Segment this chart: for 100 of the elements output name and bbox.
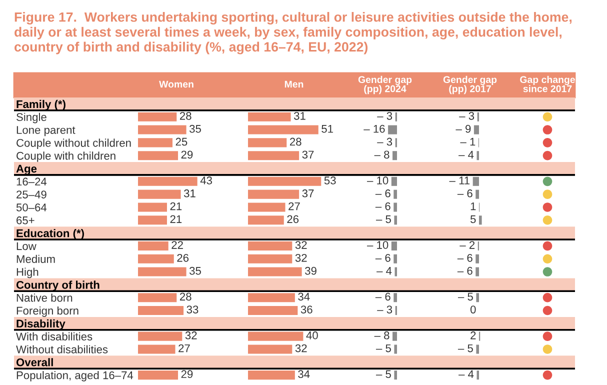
text: Figure 17. Workers undertaking sporting, cultural or leisure activities outside the home, daily or at least several times a week, by sex, family composition, age, education level, country of birth and disability (%, aged 16–74, EU, 2022) [14, 12, 572, 54]
data-label: 29 [181, 150, 193, 159]
data-label: 40 [306, 331, 318, 340]
bar [248, 176, 322, 186]
bar [248, 254, 292, 264]
y-tick-label: Overall [16, 358, 53, 366]
data-label: 37 [302, 189, 314, 198]
bar [138, 151, 178, 160]
bar [138, 370, 178, 380]
data-label: 31 [294, 112, 306, 120]
bar [138, 241, 168, 250]
bar [138, 112, 177, 122]
data-label: 2 [470, 331, 476, 340]
data-label: 32 [295, 254, 307, 262]
bar [138, 138, 172, 148]
data-label: 21 [170, 215, 182, 224]
data-label: 53 [324, 176, 336, 184]
bar [138, 344, 176, 354]
bar [248, 202, 286, 212]
bar [138, 190, 181, 199]
data-label: – 3 [377, 138, 392, 146]
data-label: – 6 [375, 254, 390, 262]
data-label: 21 [170, 202, 182, 210]
bar [138, 306, 184, 316]
data-label: 51 [322, 125, 333, 133]
data-label: – 5 [376, 215, 391, 224]
data-label: – 11 [449, 176, 470, 184]
y-tick-label: Without disabilities [16, 345, 108, 354]
bar [138, 267, 186, 276]
data-label: – 6 [375, 202, 390, 210]
y-tick-label: Foreign born [16, 306, 78, 317]
bar [248, 216, 284, 225]
data-label: – 5 [376, 370, 391, 378]
data-label: 0 [470, 306, 476, 314]
data-label: 32 [185, 331, 197, 340]
data-label: – 10 [367, 241, 388, 249]
data-label: – 4 [376, 267, 392, 275]
data-label: 37 [302, 150, 314, 159]
data-label: 33 [186, 306, 198, 314]
y-tick-label: Couple with children [16, 152, 116, 162]
data-label: – 5 [458, 344, 473, 352]
y-tick-label: Couple without children [16, 138, 131, 150]
data-label: 32 [295, 344, 307, 352]
bar [138, 216, 167, 225]
chart-subtitle: Men [284, 80, 304, 88]
bar [248, 125, 318, 134]
y-tick-label: Country of birth [16, 280, 100, 292]
bar [248, 112, 291, 122]
data-label: 1 [470, 202, 476, 210]
data-label: 29 [181, 370, 193, 378]
bar [138, 293, 177, 302]
y-tick-label: Native born [16, 294, 72, 302]
data-label: – 16 [364, 124, 385, 133]
bar [248, 138, 287, 148]
bar [248, 151, 300, 160]
data-label: 27 [288, 202, 300, 210]
data-label: 39 [305, 266, 316, 275]
bar [138, 176, 198, 186]
data-label: 28 [180, 112, 192, 120]
bar [248, 241, 292, 250]
y-tick-label: Age [16, 164, 37, 175]
data-label: – 8 [374, 150, 390, 159]
y-tick-label: Single [16, 112, 46, 124]
bar [138, 125, 186, 134]
y-tick-label: With disabilities [16, 332, 92, 340]
y-tick-label: Lone parent [16, 126, 76, 136]
data-label: 34 [298, 370, 310, 378]
data-label: – 6 [457, 254, 472, 262]
y-tick-label: Medium [16, 254, 55, 263]
data-label: 35 [190, 266, 201, 275]
data-label: 43 [200, 176, 212, 184]
data-label: 28 [290, 138, 302, 146]
data-label: – 4 [458, 150, 474, 158]
y-tick-label: Low [16, 242, 36, 250]
data-label: 25 [176, 138, 188, 146]
data-label: 22 [172, 241, 183, 249]
bar [138, 254, 174, 264]
data-label: – 3 [377, 306, 392, 314]
bar [248, 344, 292, 354]
data-label: 34 [298, 292, 310, 301]
data-label: 27 [178, 344, 190, 352]
y-tick-label: 65+ [16, 216, 34, 224]
y-tick-label: 50–64 [16, 203, 47, 212]
y-tick-label: 16–24 [16, 178, 47, 186]
data-label: – 6 [457, 266, 472, 275]
bar [248, 293, 295, 302]
bar [248, 267, 302, 276]
bar [138, 332, 182, 341]
bar [248, 306, 298, 316]
y-tick-label: Education (*) [16, 229, 84, 240]
bar [248, 370, 295, 380]
bar [248, 332, 304, 341]
data-label: – 6 [457, 189, 472, 198]
chart-subtitle: Gender gap (pp) 2024 [358, 76, 412, 94]
data-label: 5 [470, 215, 476, 224]
y-tick-label: Population, aged 16–74 [16, 371, 134, 382]
data-label: 32 [295, 241, 307, 249]
bar [138, 202, 167, 212]
chart-subtitle: Women [159, 80, 194, 88]
y-tick-label: Disability [16, 319, 66, 330]
